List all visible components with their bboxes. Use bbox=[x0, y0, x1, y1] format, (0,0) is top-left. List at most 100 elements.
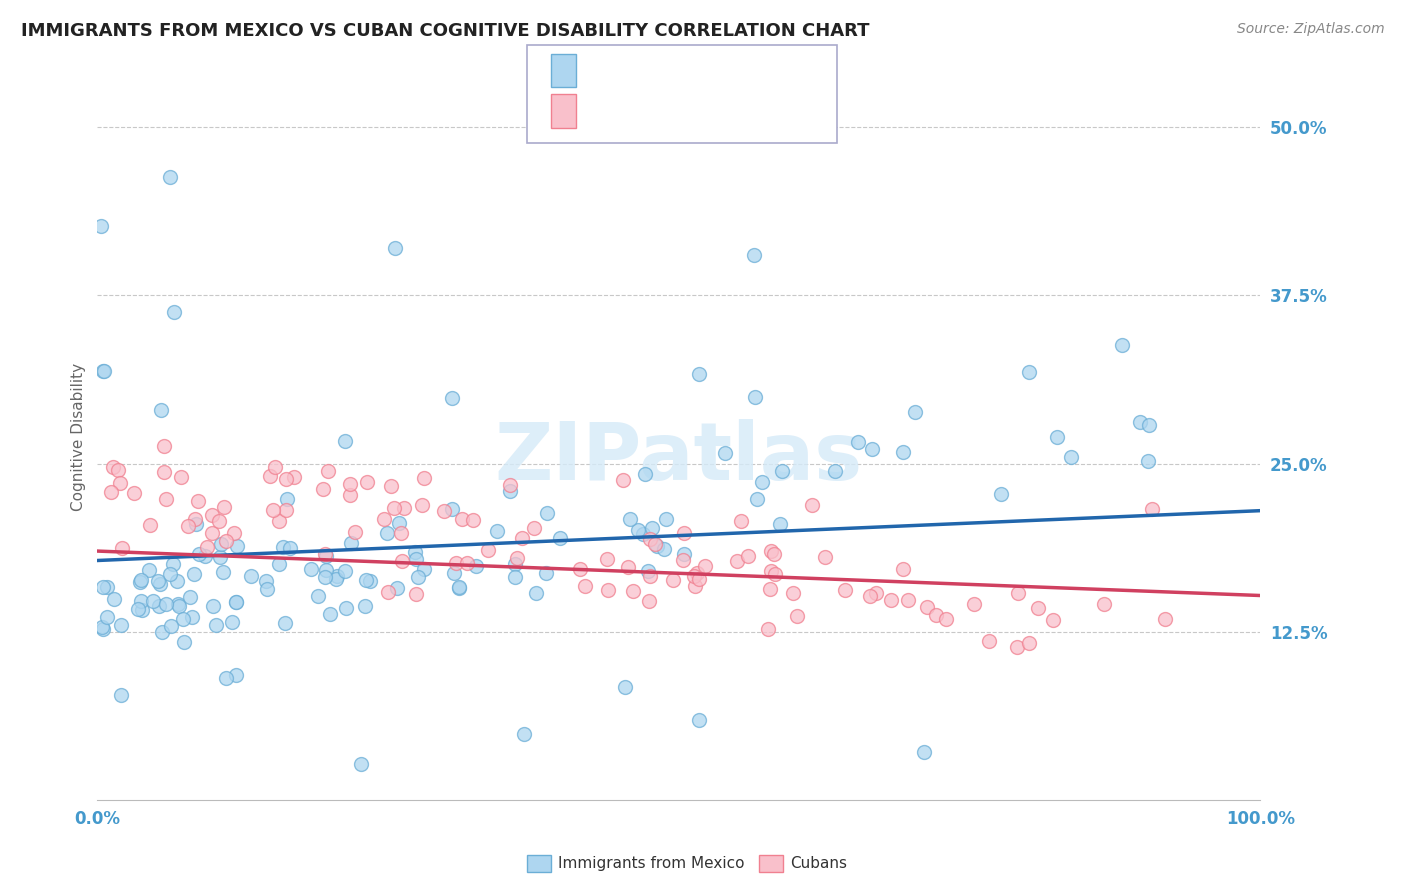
Point bbox=[325, 569, 347, 583]
Point bbox=[756, 622, 779, 636]
Point bbox=[111, 541, 134, 556]
Text: 0.105: 0.105 bbox=[627, 63, 675, 78]
Point bbox=[110, 688, 132, 702]
Text: IMMIGRANTS FROM MEXICO VS CUBAN COGNITIVE DISABILITY CORRELATION CHART: IMMIGRANTS FROM MEXICO VS CUBAN COGNITIV… bbox=[21, 22, 869, 40]
Point bbox=[672, 525, 695, 540]
Point bbox=[763, 567, 786, 582]
Point bbox=[614, 680, 637, 694]
Point bbox=[283, 470, 305, 484]
Point bbox=[963, 598, 986, 612]
Point bbox=[935, 612, 957, 626]
Point bbox=[96, 580, 118, 594]
Point bbox=[375, 526, 398, 541]
Point bbox=[354, 599, 377, 614]
Point bbox=[444, 556, 467, 570]
Point bbox=[150, 624, 173, 639]
Point bbox=[256, 582, 278, 596]
Point bbox=[149, 403, 172, 417]
Text: R =: R = bbox=[588, 103, 621, 118]
Point bbox=[159, 170, 181, 185]
Point bbox=[152, 439, 174, 453]
Point bbox=[382, 500, 405, 515]
Point bbox=[131, 594, 153, 608]
Point bbox=[860, 442, 883, 457]
Point bbox=[339, 488, 361, 502]
Point bbox=[101, 460, 124, 475]
Point bbox=[169, 599, 191, 613]
Point bbox=[461, 513, 484, 527]
Point bbox=[110, 618, 132, 632]
Point bbox=[510, 532, 533, 546]
Point bbox=[315, 549, 337, 564]
Point bbox=[187, 494, 209, 508]
Point bbox=[979, 634, 1001, 648]
Point bbox=[187, 548, 209, 562]
Point bbox=[1005, 640, 1028, 654]
Point bbox=[215, 534, 238, 549]
Point bbox=[408, 570, 430, 584]
Point bbox=[339, 476, 361, 491]
Point bbox=[340, 536, 363, 550]
Point bbox=[166, 574, 188, 588]
Point bbox=[173, 635, 195, 649]
Point bbox=[139, 518, 162, 533]
Point bbox=[413, 471, 436, 485]
Point bbox=[486, 524, 509, 538]
Point bbox=[621, 584, 644, 599]
Point bbox=[513, 726, 536, 740]
Point bbox=[1137, 454, 1160, 468]
Point bbox=[688, 714, 710, 728]
Text: N =: N = bbox=[679, 103, 713, 118]
Point bbox=[180, 610, 202, 624]
Point bbox=[661, 573, 683, 587]
Point bbox=[343, 524, 366, 539]
Point bbox=[254, 574, 277, 588]
Point bbox=[786, 609, 808, 624]
Point bbox=[211, 565, 233, 579]
Point bbox=[770, 464, 793, 478]
Point bbox=[122, 486, 145, 500]
Point bbox=[443, 566, 465, 581]
Point bbox=[800, 498, 823, 512]
Point bbox=[451, 512, 474, 526]
Point bbox=[276, 502, 298, 516]
Point bbox=[405, 552, 427, 566]
Point bbox=[387, 516, 409, 531]
Point bbox=[536, 566, 558, 580]
Point bbox=[359, 574, 381, 589]
Point bbox=[380, 478, 402, 492]
Point bbox=[880, 593, 903, 607]
Text: -0.186: -0.186 bbox=[627, 103, 682, 118]
Point bbox=[598, 582, 620, 597]
Point bbox=[93, 364, 115, 378]
Text: ZIPatlas: ZIPatlas bbox=[495, 419, 863, 498]
Point bbox=[131, 603, 153, 617]
Point bbox=[1046, 430, 1069, 444]
Point bbox=[1111, 338, 1133, 352]
Point bbox=[742, 248, 765, 262]
Point bbox=[91, 580, 114, 594]
Point bbox=[441, 501, 464, 516]
Point bbox=[912, 745, 935, 759]
Point bbox=[762, 547, 785, 561]
Point bbox=[759, 564, 782, 578]
Point bbox=[506, 551, 529, 566]
Point bbox=[335, 601, 357, 615]
Text: Cubans: Cubans bbox=[790, 856, 848, 871]
Point bbox=[405, 544, 427, 558]
Point bbox=[523, 521, 546, 535]
Point bbox=[316, 464, 339, 478]
Point bbox=[389, 526, 412, 541]
Point bbox=[834, 583, 856, 598]
Point bbox=[91, 364, 114, 378]
Text: Immigrants from Mexico: Immigrants from Mexico bbox=[558, 856, 745, 871]
Point bbox=[167, 597, 190, 611]
Point bbox=[897, 593, 920, 607]
Point bbox=[262, 503, 284, 517]
Point bbox=[176, 519, 198, 533]
Point bbox=[172, 612, 194, 626]
Point bbox=[278, 541, 301, 555]
Point bbox=[103, 592, 125, 607]
Point bbox=[990, 487, 1012, 501]
Point bbox=[148, 577, 170, 591]
